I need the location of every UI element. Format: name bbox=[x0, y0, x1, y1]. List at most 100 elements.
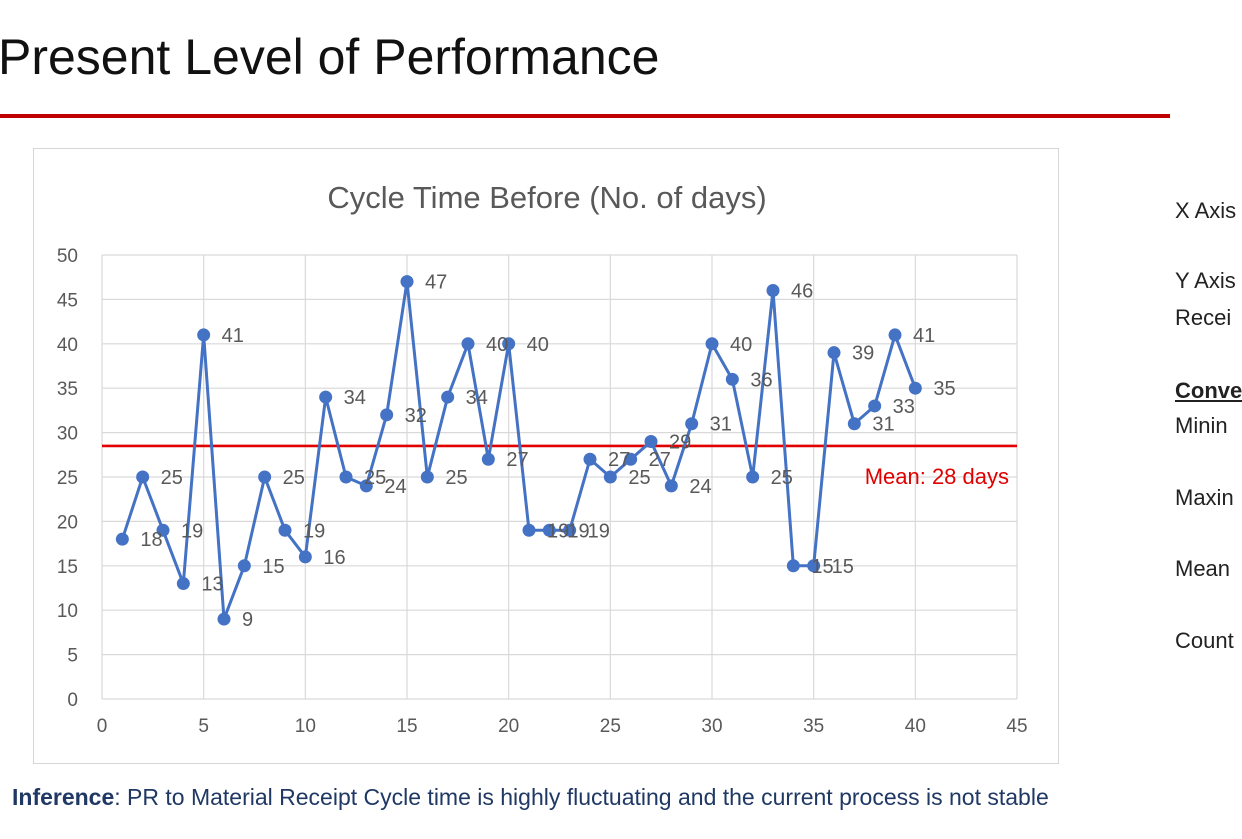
data-point bbox=[868, 399, 882, 413]
side-label-y-axis: Y Axis bbox=[1175, 268, 1236, 293]
side-label-count: Count bbox=[1175, 628, 1234, 653]
x-tick-label: 15 bbox=[396, 716, 417, 737]
chart-title: Cycle Time Before (No. of days) bbox=[327, 180, 766, 215]
x-tick-label: 5 bbox=[198, 716, 209, 737]
y-tick-label: 10 bbox=[57, 601, 78, 622]
data-point bbox=[685, 417, 699, 431]
series-line bbox=[120, 280, 917, 621]
data-label: 19 bbox=[181, 520, 203, 542]
data-point bbox=[522, 523, 536, 537]
data-point bbox=[319, 390, 333, 404]
cycle-time-chart: Cycle Time Before (No. of days) 0 5 10 15 20 2… bbox=[57, 180, 1028, 737]
data-point bbox=[136, 470, 150, 484]
title-divider bbox=[0, 114, 1170, 118]
data-label: 13 bbox=[201, 574, 223, 596]
data-point bbox=[481, 452, 495, 466]
data-label: 33 bbox=[893, 396, 915, 418]
data-point bbox=[908, 381, 922, 395]
y-tick-label: 15 bbox=[57, 557, 78, 578]
data-point bbox=[847, 417, 861, 431]
x-tick-label: 25 bbox=[600, 716, 621, 737]
data-point bbox=[644, 434, 658, 448]
inference-label: Inference bbox=[12, 784, 115, 810]
data-point bbox=[542, 523, 556, 537]
x-tick-label: 45 bbox=[1006, 716, 1027, 737]
data-label: 39 bbox=[852, 343, 874, 365]
data-label: 15 bbox=[811, 556, 833, 578]
data-label: 46 bbox=[791, 281, 813, 303]
y-tick-label: 30 bbox=[57, 424, 78, 445]
side-label-x-axis: X Axis bbox=[1175, 198, 1237, 223]
data-label: 18 bbox=[140, 529, 162, 551]
data-label: 29 bbox=[669, 431, 691, 453]
side-label-mean: Mean bbox=[1175, 556, 1231, 581]
data-point bbox=[258, 470, 272, 484]
data-point bbox=[461, 337, 475, 351]
data-point bbox=[278, 523, 292, 537]
data-label: 25 bbox=[283, 467, 305, 489]
data-point bbox=[176, 577, 190, 591]
data-label: 25 bbox=[161, 467, 183, 489]
data-point bbox=[359, 479, 373, 493]
data-point bbox=[237, 559, 251, 573]
side-label-maximum: Maxin bbox=[1175, 485, 1234, 510]
data-label: 35 bbox=[933, 378, 955, 400]
x-tick-label: 35 bbox=[803, 716, 824, 737]
data-label: 36 bbox=[750, 369, 772, 391]
data-point bbox=[197, 328, 211, 342]
data-point bbox=[725, 372, 739, 386]
data-point bbox=[664, 479, 678, 493]
data-point bbox=[583, 452, 597, 466]
x-tick-label: 40 bbox=[905, 716, 926, 737]
data-label: 40 bbox=[486, 334, 508, 356]
data-label: 32 bbox=[405, 405, 427, 427]
x-tick-label: 30 bbox=[701, 716, 722, 737]
data-label: 19 bbox=[303, 520, 325, 542]
data-point bbox=[746, 470, 760, 484]
x-tick-label: 20 bbox=[498, 716, 519, 737]
data-point bbox=[115, 532, 129, 546]
mean-label: Mean: 28 days bbox=[865, 464, 1009, 489]
data-point bbox=[888, 328, 902, 342]
data-point bbox=[441, 390, 455, 404]
data-label: 25 bbox=[771, 467, 793, 489]
data-point bbox=[298, 550, 312, 564]
side-label-receipt: Recei bbox=[1175, 305, 1232, 330]
data-point bbox=[603, 470, 617, 484]
data-label: 27 bbox=[608, 449, 630, 471]
data-point bbox=[624, 452, 638, 466]
data-label: 31 bbox=[872, 414, 894, 436]
data-point bbox=[502, 337, 516, 351]
data-label: 19 bbox=[547, 520, 569, 542]
data-label: 34 bbox=[466, 387, 488, 409]
data-point bbox=[339, 470, 353, 484]
data-label: 34 bbox=[344, 387, 366, 409]
data-label: 27 bbox=[506, 449, 528, 471]
y-tick-label: 0 bbox=[67, 690, 78, 711]
y-tick-label: 35 bbox=[57, 379, 78, 400]
data-point bbox=[156, 523, 170, 537]
data-label: 25 bbox=[445, 467, 467, 489]
data-label: 25 bbox=[628, 467, 650, 489]
data-point bbox=[705, 337, 719, 351]
data-label: 9 bbox=[242, 609, 253, 631]
data-point bbox=[420, 470, 434, 484]
y-tick-label: 20 bbox=[57, 512, 78, 533]
data-point bbox=[827, 346, 841, 360]
slide-title: Present Level of Performance bbox=[0, 29, 660, 85]
side-label-minimum: Minin bbox=[1175, 413, 1228, 438]
data-label: 15 bbox=[832, 556, 854, 578]
data-point bbox=[807, 559, 821, 573]
data-label: 41 bbox=[913, 325, 935, 347]
data-point bbox=[563, 523, 577, 537]
data-label: 15 bbox=[262, 556, 284, 578]
chart-frame: Cycle Time Before (No. of days) 0 5 10 15 20 2… bbox=[33, 148, 1059, 764]
y-tick-label: 5 bbox=[67, 646, 78, 667]
inference-note: Inference: PR to Material Receipt Cycle … bbox=[12, 784, 1049, 811]
inference-text: : PR to Material Receipt Cycle time is h… bbox=[114, 784, 1049, 810]
x-tick-label: 10 bbox=[295, 716, 316, 737]
data-label: 24 bbox=[384, 476, 406, 498]
y-tick-label: 25 bbox=[57, 468, 78, 489]
y-tick-label: 40 bbox=[57, 335, 78, 356]
data-label: 25 bbox=[364, 467, 386, 489]
